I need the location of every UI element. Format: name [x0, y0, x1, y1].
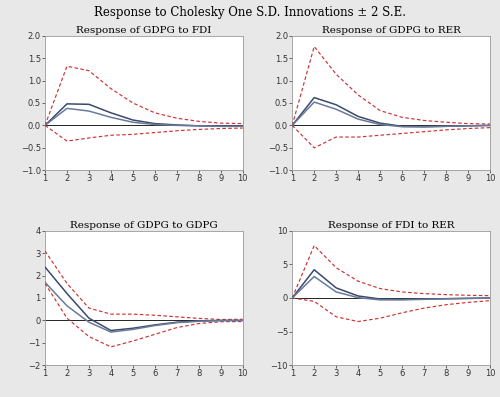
Title: Response of GDPG to FDI: Response of GDPG to FDI [76, 26, 212, 35]
Title: Response of GDPG to RER: Response of GDPG to RER [322, 26, 460, 35]
Text: Response to Cholesky One S.D. Innovations ± 2 S.E.: Response to Cholesky One S.D. Innovation… [94, 6, 406, 19]
Title: Response of FDI to RER: Response of FDI to RER [328, 221, 454, 230]
Title: Response of GDPG to GDPG: Response of GDPG to GDPG [70, 221, 218, 230]
